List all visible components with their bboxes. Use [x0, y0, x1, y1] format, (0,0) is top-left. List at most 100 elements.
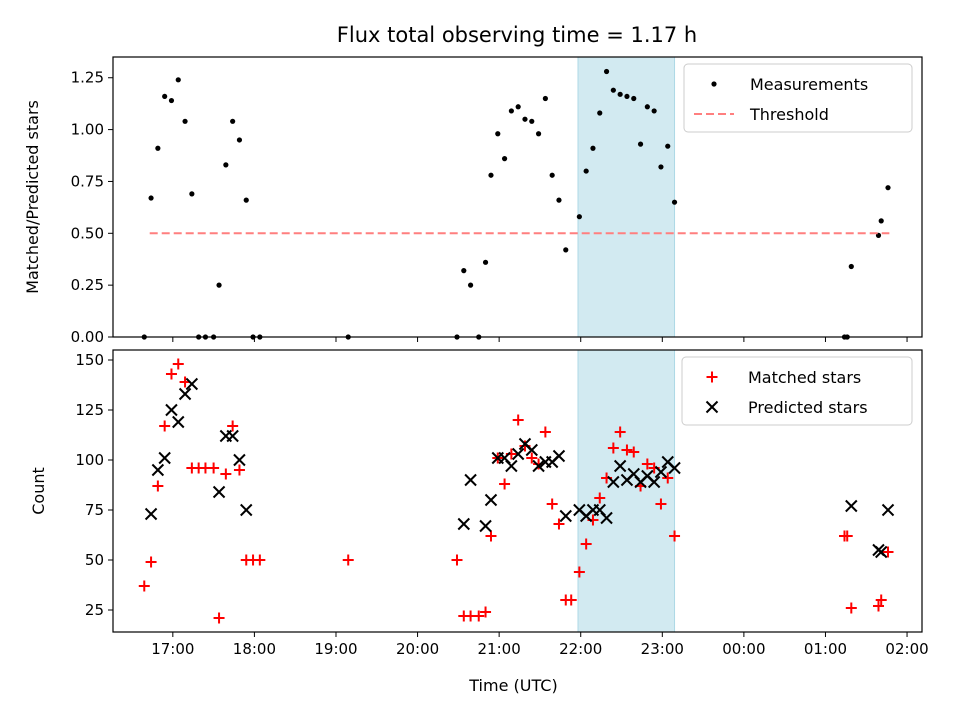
matched-star-point: [872, 600, 884, 612]
matched-star-point: [875, 594, 887, 606]
predicted-star-point: [240, 503, 253, 517]
matched-star-point: [614, 426, 626, 438]
measurement-point: [878, 218, 884, 224]
x-tick-label: 00:00: [722, 640, 765, 658]
y-tick-label: 0.75: [71, 172, 104, 190]
measurement-point: [665, 143, 671, 149]
measurement-point: [617, 91, 623, 97]
y-tick-label: 125: [75, 401, 104, 419]
legend: Measurements Threshold: [683, 63, 913, 133]
x-tick-label: 23:00: [641, 640, 684, 658]
legend-label: Matched stars: [748, 368, 861, 387]
legend-matched-swatch: [706, 371, 718, 383]
y-tick-label: 0.25: [71, 276, 104, 294]
matched-star-point: [553, 518, 565, 530]
highlight-span: [577, 56, 676, 338]
predicted-star-point: [613, 459, 627, 473]
y-tick-label: 150: [75, 351, 104, 369]
matched-star-point: [669, 530, 681, 542]
predicted-star-point: [607, 475, 620, 489]
matched-star-point: [841, 530, 853, 542]
panel-matched-predicted-ratio: 0.00 0.25 0.50 0.75 1.00 1.25 Matched/Predict…: [23, 56, 923, 346]
matched-star-point: [165, 368, 177, 380]
measurement-point: [610, 87, 616, 93]
predicted-star-point: [647, 475, 661, 489]
measurement-point: [637, 141, 644, 147]
legend-predicted-swatch: [705, 400, 719, 414]
measurement-point: [583, 168, 589, 174]
measurement-point: [223, 162, 229, 168]
measurement-point: [467, 282, 474, 288]
x-axis-label: Time (UTC): [468, 676, 557, 695]
matched-star-point: [485, 530, 497, 542]
x-tick-label: 20:00: [396, 640, 439, 658]
measurement-point: [182, 118, 188, 124]
legend: Matched stars Predicted stars: [681, 356, 913, 426]
predicted-star-point: [668, 461, 681, 475]
measurement-point: [542, 95, 548, 102]
predicted-star-point: [881, 503, 895, 517]
x-tick-label: 02:00: [885, 640, 928, 658]
measurement-point: [522, 116, 528, 122]
predicted-star-point: [559, 509, 572, 523]
x-tick-label: 21:00: [478, 640, 521, 658]
measurement-point: [236, 137, 243, 143]
predicted-star-point: [532, 459, 545, 473]
predicted-star-point: [511, 447, 525, 461]
legend-label: Threshold: [749, 105, 829, 124]
measurement-point: [651, 108, 657, 114]
predicted-star-point: [233, 453, 246, 467]
measurement-point: [658, 164, 664, 170]
matched-star-point: [208, 462, 220, 474]
y-tick-label: 1.25: [71, 69, 104, 87]
y-tick-label: 75: [85, 501, 104, 519]
measurement-point: [162, 93, 168, 100]
chart-title: Flux total observing time = 1.17 h: [337, 23, 697, 47]
matched-star-point: [473, 610, 485, 622]
measurement-point: [556, 197, 562, 203]
predicted-star-point: [484, 493, 498, 507]
matched-star-point: [512, 414, 524, 426]
matched-star-point: [233, 464, 245, 476]
matched-star-point: [480, 606, 492, 618]
matched-star-point: [539, 426, 551, 438]
legend-measurement-swatch: [711, 81, 717, 87]
matched-star-point: [526, 452, 538, 464]
measurement-point: [563, 247, 569, 253]
matched-star-point: [342, 554, 354, 566]
matched-star-point: [546, 498, 558, 510]
highlight-span: [577, 349, 676, 633]
measurement-point: [529, 118, 535, 124]
matched-star-point: [172, 358, 184, 370]
predicted-star-point: [505, 459, 518, 473]
matched-star-point: [594, 492, 606, 504]
predicted-star-point: [185, 377, 199, 391]
measurement-point: [597, 110, 603, 116]
predicted-star-point: [144, 507, 158, 521]
predicted-star-point: [552, 449, 566, 463]
matched-star-point: [607, 442, 619, 454]
y-axis-label: Count: [29, 467, 48, 515]
y-axis-label: Matched/Predicted stars: [23, 100, 42, 294]
measurement-point: [488, 172, 494, 178]
y-tick-label: 1.00: [71, 121, 104, 139]
matched-star-point: [662, 472, 674, 484]
measurement-point: [168, 97, 175, 104]
predicted-star-point: [845, 499, 858, 513]
measurement-point: [624, 93, 630, 100]
measurement-point: [216, 282, 222, 288]
measurement-point: [461, 268, 467, 274]
matched-star-point: [254, 554, 266, 566]
measurement-point: [495, 131, 501, 137]
matched-star-point: [499, 478, 511, 490]
predicted-star-point: [464, 473, 477, 487]
measurement-point: [576, 214, 582, 220]
measurement-point: [175, 77, 181, 83]
matched-star-point: [641, 458, 653, 470]
x-tick-label: 22:00: [559, 640, 602, 658]
predicted-star-point: [226, 429, 239, 443]
predicted-star-point: [479, 519, 492, 533]
x-tick-label: 01:00: [804, 640, 847, 658]
measurement-point: [535, 131, 542, 137]
matched-star-point: [159, 420, 171, 432]
